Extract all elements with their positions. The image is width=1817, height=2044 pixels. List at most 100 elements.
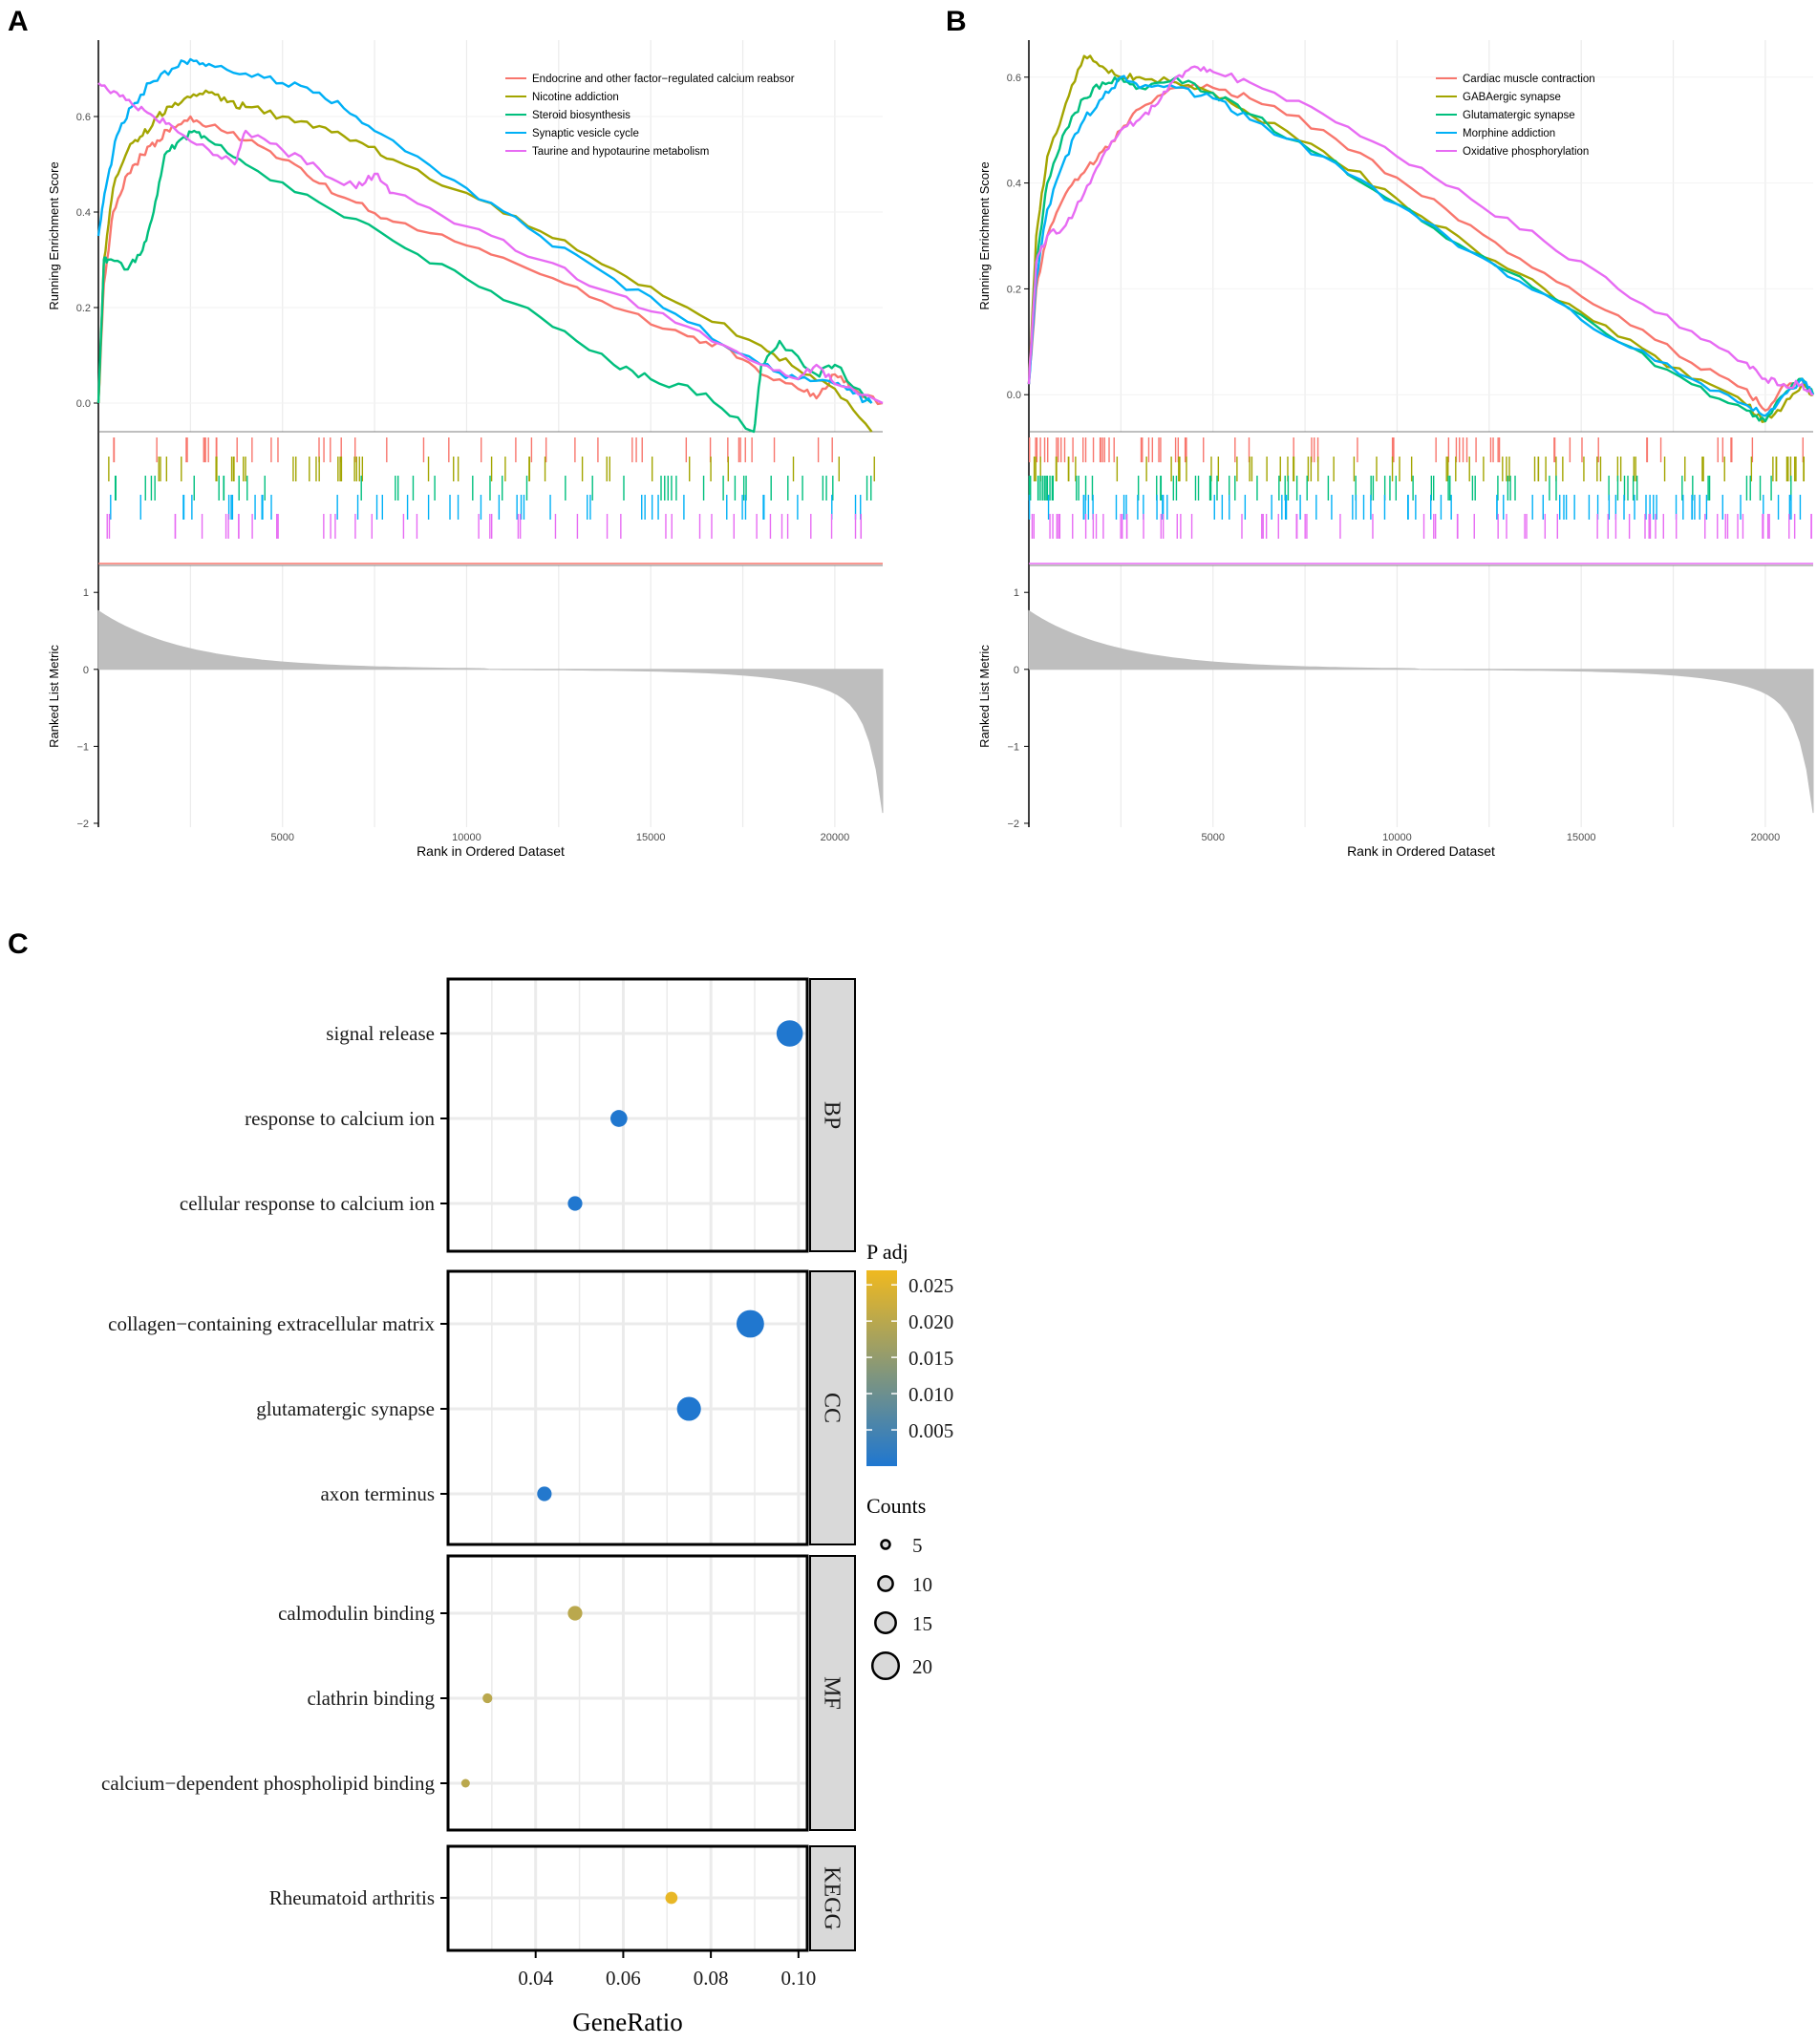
facet-panel-MF bbox=[446, 1554, 809, 1832]
metric-y-tick-label: 1 bbox=[1014, 587, 1019, 599]
panel-label-c: C bbox=[8, 928, 29, 960]
es-curve-3 bbox=[96, 57, 873, 404]
term-label: axon terminus bbox=[320, 1482, 435, 1505]
x-tick-label: 10000 bbox=[452, 832, 481, 843]
term-label: cellular response to calcium ion bbox=[180, 1192, 436, 1215]
x-tick-label: 15000 bbox=[636, 832, 666, 843]
es-y-tick-label: 0.6 bbox=[76, 112, 91, 123]
facet-panel-BP bbox=[446, 977, 809, 1253]
color-tick-label: 0.015 bbox=[908, 1347, 953, 1370]
metric-y-tick-label: 0 bbox=[83, 665, 89, 676]
gsea-plot-a: 0.0 0.2 0.4 0.6 Running Enrichment Score Endo… bbox=[47, 40, 884, 859]
x-axis-title: Rank in Ordered Dataset bbox=[417, 843, 565, 859]
size-tick-label: 15 bbox=[912, 1612, 932, 1635]
legend-label-3: Morphine addiction bbox=[1463, 128, 1555, 139]
facet-label-MF: MF bbox=[820, 1676, 844, 1710]
x-tick-label: 20000 bbox=[821, 832, 850, 843]
c-x-tick-label: 0.10 bbox=[780, 1967, 816, 1990]
es-curve-1 bbox=[96, 89, 873, 433]
size-legend-title: Counts bbox=[866, 1494, 926, 1518]
es-curve-3 bbox=[1027, 75, 1815, 417]
x-tick-label: 20000 bbox=[1751, 832, 1781, 843]
dot bbox=[665, 1891, 678, 1905]
legend-label-1: GABAergic synapse bbox=[1463, 92, 1561, 103]
color-tick-label: 0.005 bbox=[908, 1419, 953, 1442]
es-curve-2 bbox=[96, 129, 873, 434]
c-x-tick-label: 0.04 bbox=[518, 1967, 553, 1990]
es-y-tick-label: 0.0 bbox=[1007, 390, 1021, 401]
legend-label-0: Cardiac muscle contraction bbox=[1463, 74, 1595, 85]
legend-label-2: Steroid biosynthesis bbox=[532, 110, 631, 121]
dot bbox=[482, 1693, 493, 1704]
term-label: response to calcium ion bbox=[245, 1107, 435, 1130]
x-tick-label: 10000 bbox=[1382, 832, 1412, 843]
metric-y-axis-title: Ranked List Metric bbox=[47, 645, 61, 748]
dot-plot-c: BP signal release response to calcium ion c… bbox=[101, 977, 953, 2036]
term-label: calcium−dependent phospholipid binding bbox=[101, 1772, 435, 1795]
metric-y-tick-label: −1 bbox=[76, 741, 89, 753]
dot bbox=[567, 1196, 583, 1211]
es-y-tick-label: 0.2 bbox=[1007, 284, 1021, 295]
x-tick-label: 5000 bbox=[270, 832, 293, 843]
facet-strip-MF bbox=[809, 1555, 856, 1831]
size-key bbox=[870, 1650, 901, 1681]
color-tick-label: 0.025 bbox=[908, 1274, 953, 1297]
size-tick-label: 20 bbox=[912, 1655, 932, 1678]
metric-y-tick-label: −2 bbox=[76, 819, 89, 830]
c-x-tick-label: 0.06 bbox=[606, 1967, 641, 1990]
panel-label-a: A bbox=[8, 6, 29, 37]
size-key bbox=[877, 1575, 894, 1592]
size-key bbox=[874, 1611, 897, 1634]
color-legend-title: P adj bbox=[866, 1240, 908, 1264]
color-legend-bar bbox=[866, 1270, 897, 1466]
es-y-tick-label: 0.2 bbox=[76, 303, 91, 314]
metric-y-tick-label: −1 bbox=[1007, 741, 1019, 753]
dot bbox=[609, 1110, 628, 1127]
dot bbox=[537, 1486, 552, 1501]
metric-y-axis-title: Ranked List Metric bbox=[977, 645, 992, 748]
legend-label-4: Oxidative phosphorylation bbox=[1463, 146, 1589, 158]
term-label: glutamatergic synapse bbox=[256, 1397, 435, 1420]
metric-y-tick-label: 1 bbox=[83, 587, 89, 599]
c-x-axis-title: GeneRatio bbox=[572, 2008, 682, 2036]
size-key bbox=[880, 1539, 891, 1550]
metric-y-tick-label: 0 bbox=[1014, 665, 1019, 676]
dot bbox=[776, 1020, 803, 1047]
es-curve-4 bbox=[1027, 65, 1814, 396]
es-y-tick-label: 0.4 bbox=[76, 207, 91, 219]
dot bbox=[460, 1778, 470, 1788]
ranked-metric-area bbox=[1028, 609, 1814, 814]
x-axis-title: Rank in Ordered Dataset bbox=[1347, 843, 1495, 859]
color-tick-label: 0.020 bbox=[908, 1310, 953, 1333]
es-y-tick-label: 0.4 bbox=[1007, 179, 1021, 190]
facet-label-KEGG: KEGG bbox=[820, 1866, 844, 1930]
metric-y-tick-label: −2 bbox=[1007, 819, 1019, 830]
term-label: collagen−containing extracellular matrix bbox=[108, 1312, 435, 1335]
facet-strip-CC bbox=[809, 1270, 856, 1545]
term-label: signal release bbox=[326, 1022, 435, 1045]
legend-label-3: Synaptic vesicle cycle bbox=[532, 128, 639, 139]
size-tick-label: 10 bbox=[912, 1573, 932, 1596]
es-y-tick-label: 0.6 bbox=[1007, 73, 1021, 84]
color-tick-label: 0.010 bbox=[908, 1383, 953, 1406]
facet-strip-KEGG bbox=[809, 1845, 856, 1951]
term-label: clathrin binding bbox=[307, 1687, 435, 1710]
es-y-tick-label: 0.0 bbox=[76, 398, 91, 410]
gsea-plot-b: 0.0 0.2 0.4 0.6 Running Enrichment Score Card… bbox=[977, 40, 1815, 859]
dot bbox=[567, 1606, 583, 1621]
term-label: calmodulin binding bbox=[278, 1602, 435, 1625]
size-tick-label: 5 bbox=[912, 1534, 923, 1557]
x-tick-label: 15000 bbox=[1567, 832, 1596, 843]
es-curve-2 bbox=[1027, 75, 1815, 423]
x-tick-label: 5000 bbox=[1201, 832, 1224, 843]
c-x-tick-label: 0.08 bbox=[694, 1967, 729, 1990]
es-curve-4 bbox=[97, 82, 884, 405]
dot bbox=[736, 1309, 764, 1338]
es-y-axis-title: Running Enrichment Score bbox=[977, 161, 992, 309]
facet-strip-BP bbox=[809, 978, 856, 1252]
legend-label-1: Nicotine addiction bbox=[532, 92, 619, 103]
term-label: Rheumatoid arthritis bbox=[269, 1886, 435, 1909]
legend-label-4: Taurine and hypotaurine metabolism bbox=[532, 146, 709, 158]
dot bbox=[676, 1396, 701, 1421]
